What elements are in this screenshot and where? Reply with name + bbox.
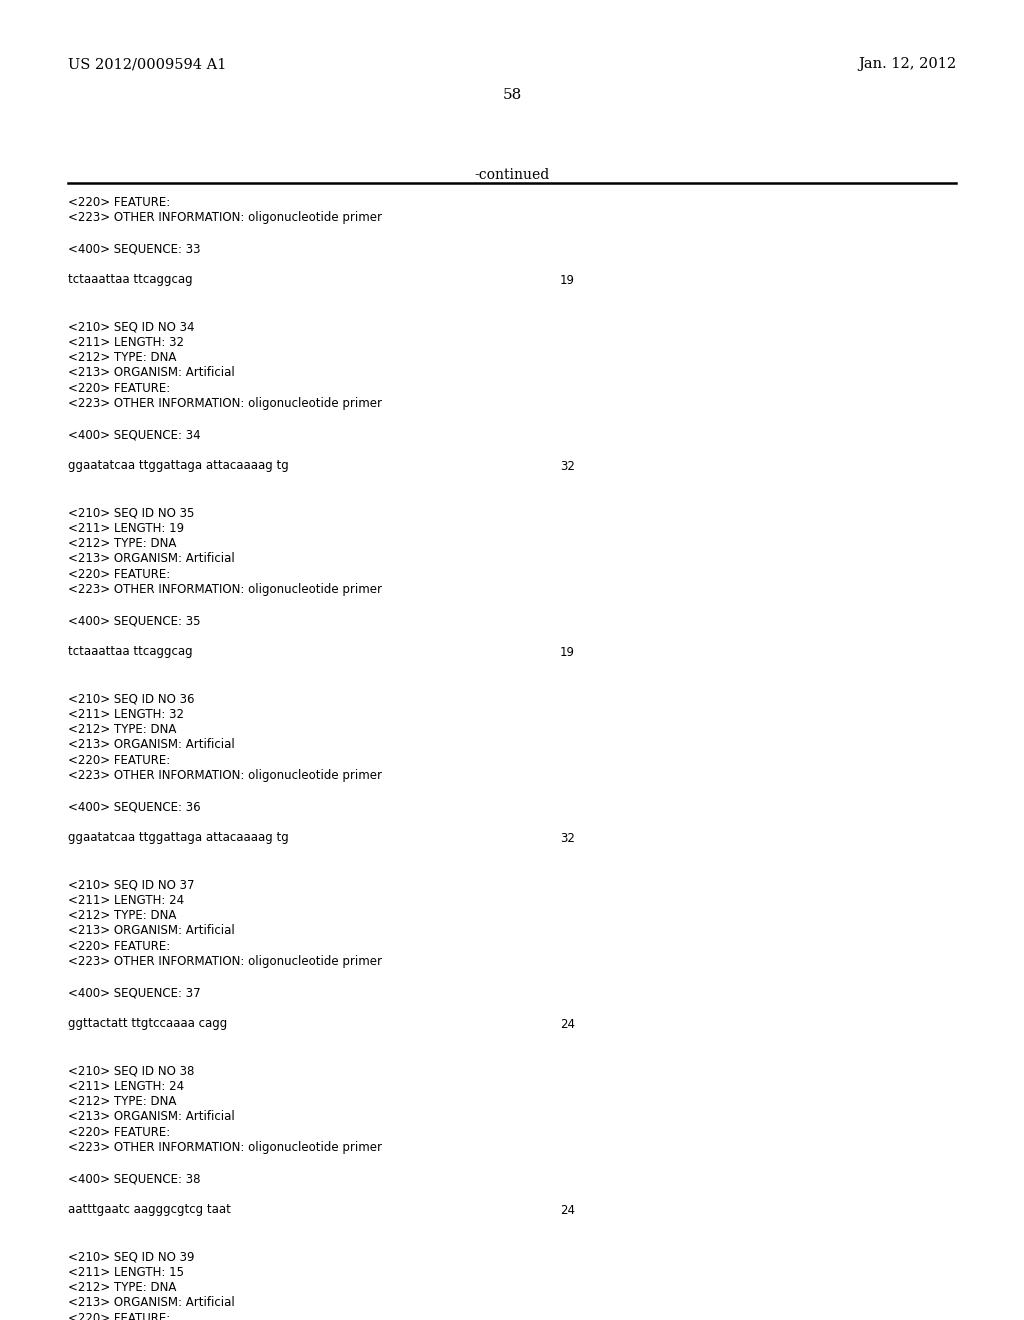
Text: 19: 19 [560,645,575,659]
Text: <400> SEQUENCE: 37: <400> SEQUENCE: 37 [68,986,201,999]
Text: tctaaattaa ttcaggcag: tctaaattaa ttcaggcag [68,273,193,286]
Text: <212> TYPE: DNA: <212> TYPE: DNA [68,909,176,921]
Text: <400> SEQUENCE: 34: <400> SEQUENCE: 34 [68,429,201,441]
Text: <213> ORGANISM: Artificial: <213> ORGANISM: Artificial [68,1110,234,1123]
Text: <220> FEATURE:: <220> FEATURE: [68,568,170,581]
Text: 32: 32 [560,459,574,473]
Text: <220> FEATURE:: <220> FEATURE: [68,381,170,395]
Text: US 2012/0009594 A1: US 2012/0009594 A1 [68,57,226,71]
Text: <210> SEQ ID NO 39: <210> SEQ ID NO 39 [68,1250,195,1263]
Text: <223> OTHER INFORMATION: oligonucleotide primer: <223> OTHER INFORMATION: oligonucleotide… [68,583,382,597]
Text: <400> SEQUENCE: 35: <400> SEQUENCE: 35 [68,615,201,627]
Text: <220> FEATURE:: <220> FEATURE: [68,195,170,209]
Text: <212> TYPE: DNA: <212> TYPE: DNA [68,537,176,550]
Text: <213> ORGANISM: Artificial: <213> ORGANISM: Artificial [68,553,234,565]
Text: <223> OTHER INFORMATION: oligonucleotide primer: <223> OTHER INFORMATION: oligonucleotide… [68,1142,382,1155]
Text: ggttactatt ttgtccaaaa cagg: ggttactatt ttgtccaaaa cagg [68,1018,227,1031]
Text: <400> SEQUENCE: 33: <400> SEQUENCE: 33 [68,243,201,256]
Text: <223> OTHER INFORMATION: oligonucleotide primer: <223> OTHER INFORMATION: oligonucleotide… [68,397,382,411]
Text: Jan. 12, 2012: Jan. 12, 2012 [858,57,956,71]
Text: -continued: -continued [474,168,550,182]
Text: <220> FEATURE:: <220> FEATURE: [68,1312,170,1320]
Text: aatttgaatc aagggcgtcg taat: aatttgaatc aagggcgtcg taat [68,1204,230,1217]
Text: <212> TYPE: DNA: <212> TYPE: DNA [68,1280,176,1294]
Text: 32: 32 [560,832,574,845]
Text: <220> FEATURE:: <220> FEATURE: [68,1126,170,1139]
Text: ggaatatcaa ttggattaga attacaaaag tg: ggaatatcaa ttggattaga attacaaaag tg [68,832,289,845]
Text: <213> ORGANISM: Artificial: <213> ORGANISM: Artificial [68,738,234,751]
Text: <212> TYPE: DNA: <212> TYPE: DNA [68,351,176,364]
Text: <210> SEQ ID NO 38: <210> SEQ ID NO 38 [68,1064,195,1077]
Text: <210> SEQ ID NO 37: <210> SEQ ID NO 37 [68,878,195,891]
Text: <211> LENGTH: 15: <211> LENGTH: 15 [68,1266,184,1279]
Text: <210> SEQ ID NO 34: <210> SEQ ID NO 34 [68,319,195,333]
Text: ggaatatcaa ttggattaga attacaaaag tg: ggaatatcaa ttggattaga attacaaaag tg [68,459,289,473]
Text: <211> LENGTH: 24: <211> LENGTH: 24 [68,894,184,907]
Text: <212> TYPE: DNA: <212> TYPE: DNA [68,723,176,737]
Text: 19: 19 [560,273,575,286]
Text: 24: 24 [560,1018,575,1031]
Text: <223> OTHER INFORMATION: oligonucleotide primer: <223> OTHER INFORMATION: oligonucleotide… [68,956,382,969]
Text: <213> ORGANISM: Artificial: <213> ORGANISM: Artificial [68,924,234,937]
Text: <223> OTHER INFORMATION: oligonucleotide primer: <223> OTHER INFORMATION: oligonucleotide… [68,211,382,224]
Text: <223> OTHER INFORMATION: oligonucleotide primer: <223> OTHER INFORMATION: oligonucleotide… [68,770,382,783]
Text: <220> FEATURE:: <220> FEATURE: [68,940,170,953]
Text: <210> SEQ ID NO 36: <210> SEQ ID NO 36 [68,692,195,705]
Text: 58: 58 [503,88,521,102]
Text: <211> LENGTH: 32: <211> LENGTH: 32 [68,708,184,721]
Text: <211> LENGTH: 19: <211> LENGTH: 19 [68,521,184,535]
Text: <400> SEQUENCE: 38: <400> SEQUENCE: 38 [68,1172,201,1185]
Text: <213> ORGANISM: Artificial: <213> ORGANISM: Artificial [68,1296,234,1309]
Text: <210> SEQ ID NO 35: <210> SEQ ID NO 35 [68,506,195,519]
Text: 24: 24 [560,1204,575,1217]
Text: <400> SEQUENCE: 36: <400> SEQUENCE: 36 [68,800,201,813]
Text: <212> TYPE: DNA: <212> TYPE: DNA [68,1096,176,1107]
Text: <211> LENGTH: 32: <211> LENGTH: 32 [68,335,184,348]
Text: <211> LENGTH: 24: <211> LENGTH: 24 [68,1080,184,1093]
Text: tctaaattaa ttcaggcag: tctaaattaa ttcaggcag [68,645,193,659]
Text: <220> FEATURE:: <220> FEATURE: [68,754,170,767]
Text: <213> ORGANISM: Artificial: <213> ORGANISM: Artificial [68,367,234,380]
